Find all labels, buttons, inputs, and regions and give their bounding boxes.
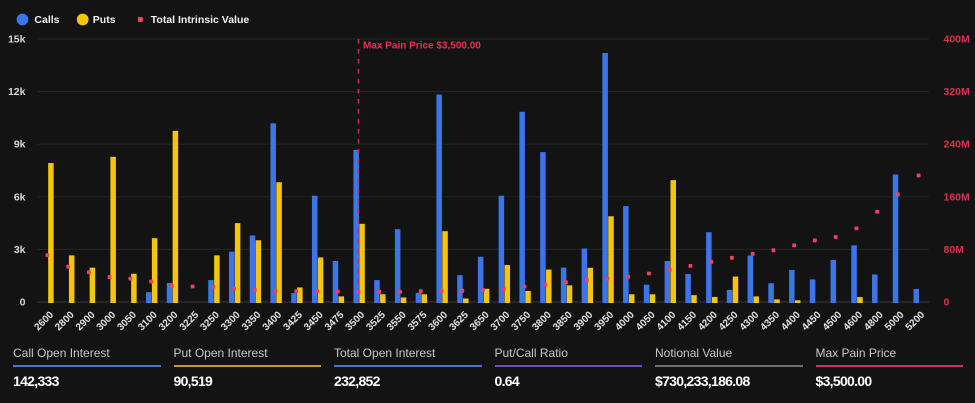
- svg-text:2800: 2800: [53, 309, 77, 333]
- svg-text:3350: 3350: [240, 309, 264, 333]
- svg-text:4100: 4100: [655, 309, 679, 333]
- svg-text:4150: 4150: [676, 309, 700, 333]
- svg-text:9k: 9k: [14, 139, 26, 151]
- svg-text:3425: 3425: [281, 309, 305, 333]
- svg-text:4200: 4200: [696, 309, 720, 333]
- svg-text:15k: 15k: [8, 34, 26, 46]
- svg-text:3000: 3000: [95, 309, 119, 333]
- svg-text:320M: 320M: [944, 86, 971, 98]
- svg-text:3500: 3500: [344, 309, 368, 333]
- svg-text:4350: 4350: [759, 309, 783, 333]
- svg-text:2600: 2600: [33, 309, 57, 333]
- svg-text:3600: 3600: [427, 309, 451, 333]
- svg-text:3700: 3700: [489, 309, 513, 333]
- svg-text:3400: 3400: [261, 309, 285, 333]
- svg-text:2900: 2900: [74, 309, 98, 333]
- svg-text:3900: 3900: [572, 309, 596, 333]
- svg-text:3850: 3850: [551, 309, 575, 333]
- svg-text:3475: 3475: [323, 309, 347, 333]
- svg-text:3525: 3525: [364, 309, 388, 333]
- svg-text:3625: 3625: [447, 309, 471, 333]
- svg-text:3650: 3650: [468, 309, 492, 333]
- svg-text:4300: 4300: [738, 309, 762, 333]
- svg-text:3k: 3k: [14, 244, 26, 256]
- svg-text:4600: 4600: [842, 309, 866, 333]
- svg-text:4250: 4250: [717, 309, 741, 333]
- svg-text:4500: 4500: [821, 309, 845, 333]
- svg-text:3200: 3200: [157, 309, 181, 333]
- svg-text:3300: 3300: [219, 309, 243, 333]
- svg-text:4450: 4450: [800, 309, 824, 333]
- svg-text:3800: 3800: [530, 309, 554, 333]
- svg-text:5000: 5000: [883, 309, 907, 333]
- svg-text:3450: 3450: [302, 309, 326, 333]
- svg-text:400M: 400M: [944, 34, 971, 46]
- svg-text:80M: 80M: [944, 244, 965, 256]
- svg-text:4400: 4400: [779, 309, 803, 333]
- svg-text:160M: 160M: [944, 191, 971, 203]
- svg-text:Puts: Puts: [93, 14, 116, 26]
- svg-text:6k: 6k: [14, 191, 26, 203]
- svg-text:Total Intrinsic Value: Total Intrinsic Value: [151, 14, 250, 26]
- svg-text:3225: 3225: [178, 309, 202, 333]
- svg-text:3550: 3550: [385, 309, 409, 333]
- svg-text:5200: 5200: [904, 309, 928, 333]
- svg-text:240M: 240M: [944, 139, 971, 151]
- svg-text:3750: 3750: [510, 309, 534, 333]
- svg-text:Calls: Calls: [34, 14, 59, 26]
- svg-text:12k: 12k: [8, 86, 26, 98]
- svg-text:0: 0: [944, 297, 950, 309]
- svg-text:3100: 3100: [136, 309, 160, 333]
- svg-text:3250: 3250: [198, 309, 222, 333]
- svg-text:Max Pain Price $3,500.00: Max Pain Price $3,500.00: [363, 41, 481, 52]
- svg-text:4000: 4000: [613, 309, 637, 333]
- svg-text:0: 0: [20, 297, 26, 309]
- svg-text:4800: 4800: [862, 309, 886, 333]
- svg-text:3950: 3950: [593, 309, 617, 333]
- svg-text:4050: 4050: [634, 309, 658, 333]
- svg-text:3575: 3575: [406, 309, 430, 333]
- svg-text:3050: 3050: [115, 309, 139, 333]
